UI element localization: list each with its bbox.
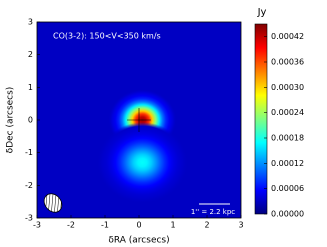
annotation: CO(3-2): 150<V<350 km/s xyxy=(53,32,161,41)
colorbar-tick-label: 0.00012 xyxy=(271,159,304,168)
y-tick-label: 2 xyxy=(28,50,33,59)
y-tick-label: -1 xyxy=(25,148,33,157)
y-tick-label: 3 xyxy=(28,18,33,27)
scale-bar-label: 1'' = 2.2 kpc xyxy=(191,208,235,216)
y-tick-label: -3 xyxy=(25,214,33,223)
x-tick-label: -1 xyxy=(101,221,109,230)
emission-source xyxy=(97,122,188,203)
x-axis-label: δRA (arcsecs) xyxy=(108,236,169,246)
y-tick-label: 1 xyxy=(28,83,33,92)
colorbar-tick-label: 0.00024 xyxy=(271,108,304,117)
beam xyxy=(43,193,63,213)
colorbar-tick-label: 0.00018 xyxy=(271,134,304,143)
colorbar-tick-label: 0.00036 xyxy=(271,58,304,67)
colorbar xyxy=(254,23,268,215)
y-tick-label: 0 xyxy=(28,116,33,125)
x-tick-label: 1 xyxy=(170,221,175,230)
x-tick-label: -2 xyxy=(67,221,75,230)
colorbar-label: Jy xyxy=(257,7,267,18)
x-tick-label: 3 xyxy=(238,221,243,230)
colorbar-tick-label: 0.00000 xyxy=(271,210,304,219)
y-tick-label: -2 xyxy=(25,181,33,190)
colorbar-tick-label: 0.00042 xyxy=(271,32,304,41)
x-tick-label: -3 xyxy=(33,221,41,230)
colorbar-tick-label: 0.00006 xyxy=(271,184,304,193)
colorbar-tick-label: 0.00030 xyxy=(271,83,304,92)
x-tick-label: 2 xyxy=(204,221,209,230)
y-axis-label: δDec (arcsecs) xyxy=(6,87,16,154)
x-tick-label: 0 xyxy=(136,221,141,230)
